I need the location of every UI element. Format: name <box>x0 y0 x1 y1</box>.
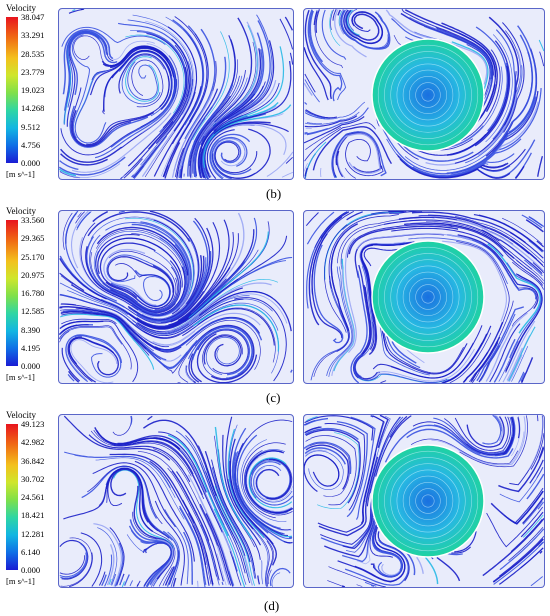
colorbar <box>6 424 18 570</box>
colorbar-legend-d: Velocity 49.123 42.982 36.842 30.702 24.… <box>0 410 56 590</box>
legend-unit: [m s^-1] <box>6 372 35 382</box>
tick-label: 0.000 <box>21 565 41 575</box>
tick-label: 28.535 <box>21 48 45 59</box>
streamline-panel-cylinder-b <box>303 8 545 180</box>
legend-ticks: 33.560 29.365 25.170 20.975 16.780 12.58… <box>21 215 57 371</box>
tick-label: 30.702 <box>21 473 45 484</box>
tick-label: 9.512 <box>21 121 41 132</box>
tick-label: 16.780 <box>21 288 45 298</box>
tick-label: 0.000 <box>21 361 41 371</box>
streamline-panel-empty-b <box>58 8 294 180</box>
tick-label: 42.982 <box>21 437 45 448</box>
tick-label: 19.023 <box>21 85 45 95</box>
streamline-panel-cylinder-d <box>303 414 545 588</box>
legend-title: Velocity <box>6 206 36 216</box>
tick-label: 38.047 <box>21 12 45 22</box>
legend-unit: [m s^-1] <box>6 576 35 586</box>
colorbar <box>6 17 18 163</box>
figure-row-c: Velocity 33.560 29.365 25.170 20.975 16.… <box>0 204 550 410</box>
legend-ticks: 38.047 33.291 28.535 23.779 19.023 14.26… <box>21 12 57 168</box>
tick-label: 0.000 <box>21 158 41 168</box>
figure-row-b: Velocity 38.047 33.291 28.535 23.779 19.… <box>0 0 550 204</box>
figure-label-c: (c) <box>266 390 281 405</box>
figure-row-d: Velocity 49.123 42.982 36.842 30.702 24.… <box>0 410 550 616</box>
tick-label: 20.975 <box>21 269 45 280</box>
tick-label: 36.842 <box>21 455 45 466</box>
tick-label: 12.585 <box>21 306 45 317</box>
tick-label: 49.123 <box>21 419 45 429</box>
tick-label: 24.561 <box>21 492 45 502</box>
colorbar-legend-c: Velocity 33.560 29.365 25.170 20.975 16.… <box>0 206 56 386</box>
streamline-panel-empty-d <box>58 414 294 588</box>
figure-label-b: (b) <box>266 186 282 201</box>
tick-label: 4.195 <box>21 342 41 353</box>
tick-label: 23.779 <box>21 66 45 77</box>
tick-label: 12.281 <box>21 528 45 539</box>
tick-label: 6.140 <box>21 546 41 557</box>
streamline-panel-empty-c <box>58 210 294 384</box>
tick-label: 33.291 <box>21 30 45 41</box>
tick-label: 29.365 <box>21 233 45 244</box>
legend-unit: [m s^-1] <box>6 169 35 179</box>
legend-title: Velocity <box>6 410 36 420</box>
streamline-panel-cylinder-c <box>303 210 545 384</box>
tick-label: 4.756 <box>21 139 41 150</box>
tick-label: 18.421 <box>21 510 45 521</box>
tick-label: 33.560 <box>21 215 45 225</box>
tick-label: 8.390 <box>21 324 41 335</box>
figure-label-d: (d) <box>264 598 280 613</box>
legend-ticks: 49.123 42.982 36.842 30.702 24.561 18.42… <box>21 419 57 575</box>
tick-label: 14.268 <box>21 103 45 114</box>
tick-label: 25.170 <box>21 251 45 262</box>
colorbar-legend-b: Velocity 38.047 33.291 28.535 23.779 19.… <box>0 3 56 181</box>
colorbar <box>6 220 18 366</box>
legend-title: Velocity <box>6 3 36 13</box>
